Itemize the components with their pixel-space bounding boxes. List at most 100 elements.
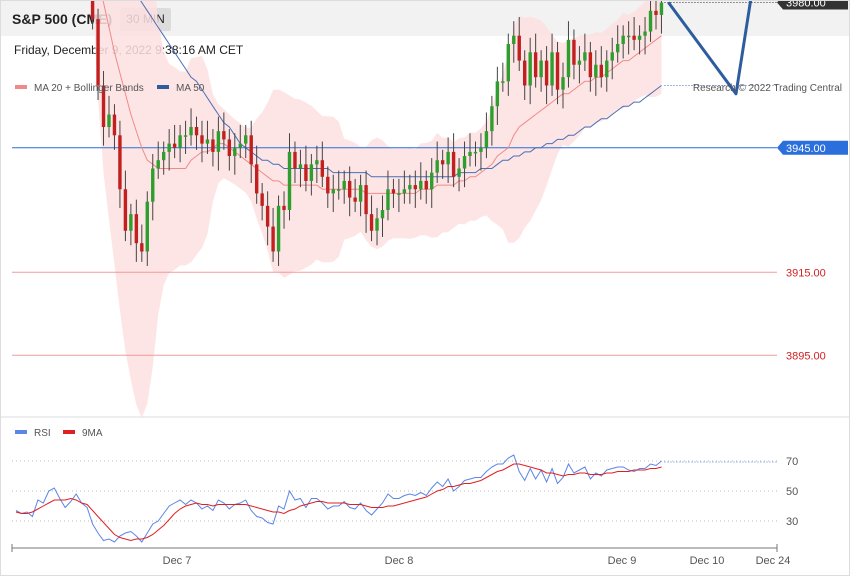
candle-body	[550, 52, 554, 86]
candle-body	[238, 143, 242, 148]
candle-body	[539, 60, 543, 78]
instrument-title: S&P 500 (CME)	[12, 11, 113, 27]
candle-body	[616, 44, 620, 53]
legend: MA 20 + Bollinger Bands MA 50 Research © 2…	[15, 83, 842, 94]
candle-body	[528, 52, 532, 86]
candle-body	[298, 164, 303, 169]
candle-body	[254, 164, 259, 194]
candle-body	[473, 151, 478, 154]
candle-body	[391, 189, 396, 194]
candle-body	[599, 64, 603, 78]
candle-body	[183, 135, 188, 137]
rsi-panel: 70 50 30 RSI 9MA	[12, 428, 798, 543]
rsi-tick-70: 70	[786, 456, 798, 468]
candle-body	[621, 35, 625, 44]
x-tick-Dec-10: Dec 10	[690, 555, 725, 567]
candle-body	[222, 131, 226, 140]
candle-body	[320, 160, 325, 177]
rsi-ma-line	[15, 463, 662, 542]
legend-9ma-label: 9MA	[82, 428, 103, 439]
rsi-tick-30: 30	[786, 516, 798, 528]
candle-body	[457, 168, 461, 177]
candle-body	[293, 151, 297, 169]
candle-body	[271, 226, 275, 252]
forecast-arrow	[667, 1, 753, 96]
candle-body	[101, 85, 106, 127]
candle-body	[643, 31, 647, 36]
candle-body	[244, 135, 248, 144]
candle-body	[605, 60, 609, 78]
candle-body	[594, 64, 598, 78]
candle-body	[654, 10, 658, 15]
candle-body	[501, 81, 505, 83]
candle-body	[200, 135, 204, 144]
candle-body	[358, 185, 363, 202]
forecast-path	[667, 1, 753, 96]
candle-body	[315, 160, 319, 165]
candle-body	[468, 151, 472, 157]
candle-body	[156, 160, 160, 169]
candle-body	[424, 180, 428, 190]
candle-body	[495, 81, 500, 107]
candle-body	[276, 205, 281, 252]
candle-body	[118, 135, 122, 190]
candle-body	[129, 214, 133, 231]
candle-body	[397, 193, 401, 195]
candle-body	[205, 139, 210, 144]
legend-ma50-label: MA 50	[176, 83, 205, 94]
candle-body	[419, 180, 423, 190]
candle-body	[408, 185, 412, 190]
candle-body	[178, 135, 182, 148]
candle-body	[347, 180, 352, 198]
level-label-3895.00: 3895.00	[786, 350, 826, 362]
candle-body	[309, 164, 314, 181]
candle-body	[145, 201, 149, 252]
candle-body	[123, 189, 128, 231]
candle-body	[304, 164, 308, 181]
candle-body	[189, 127, 193, 136]
candle-body	[479, 147, 483, 152]
candle-body	[506, 44, 510, 82]
candle-body	[462, 156, 467, 169]
candle-body	[287, 151, 292, 210]
candle-body	[430, 172, 434, 190]
x-tick-Dec-9: Dec 9	[608, 555, 637, 567]
candle-body	[96, 19, 100, 86]
legend-rsi-label: RSI	[34, 428, 51, 439]
candle-body	[435, 160, 439, 173]
candle-body	[353, 197, 357, 202]
candle-body	[512, 35, 516, 44]
level-tag-bg	[777, 140, 848, 155]
candle-body	[659, 2, 664, 15]
source-credit: Research © 2022 Trading Central	[693, 83, 842, 94]
time-axis: Dec 7 Dec 8 Dec 9 Dec 10 Dec 24	[11, 544, 790, 567]
candle-body	[555, 52, 560, 90]
candle-body	[134, 214, 139, 244]
candle-body	[544, 60, 549, 86]
candle-body	[227, 139, 232, 157]
candle-body	[151, 168, 155, 202]
candle-body	[566, 39, 571, 78]
level-label-3915.00: 3915.00	[786, 267, 826, 279]
candle-body	[369, 214, 374, 231]
candle-body	[490, 106, 494, 132]
x-tick-Dec-8: Dec 8	[385, 555, 414, 567]
candle-body	[533, 52, 538, 78]
candle-body	[626, 35, 631, 38]
candles	[90, 1, 664, 267]
candle-body	[249, 135, 253, 165]
candle-body	[648, 10, 653, 32]
candle-body	[194, 127, 199, 136]
candle-body	[107, 114, 111, 127]
candle-body	[337, 189, 341, 191]
candle-body	[402, 189, 407, 194]
legend-9ma-swatch	[63, 430, 75, 434]
legend-rsi-swatch	[15, 430, 27, 434]
candle-body	[342, 180, 346, 190]
legend-ma20-label: MA 20 + Bollinger Bands	[34, 83, 144, 94]
candle-body	[386, 189, 390, 210]
candle-body	[167, 143, 171, 152]
candle-body	[112, 114, 117, 136]
candle-body	[484, 131, 489, 148]
candle-body	[632, 35, 636, 40]
